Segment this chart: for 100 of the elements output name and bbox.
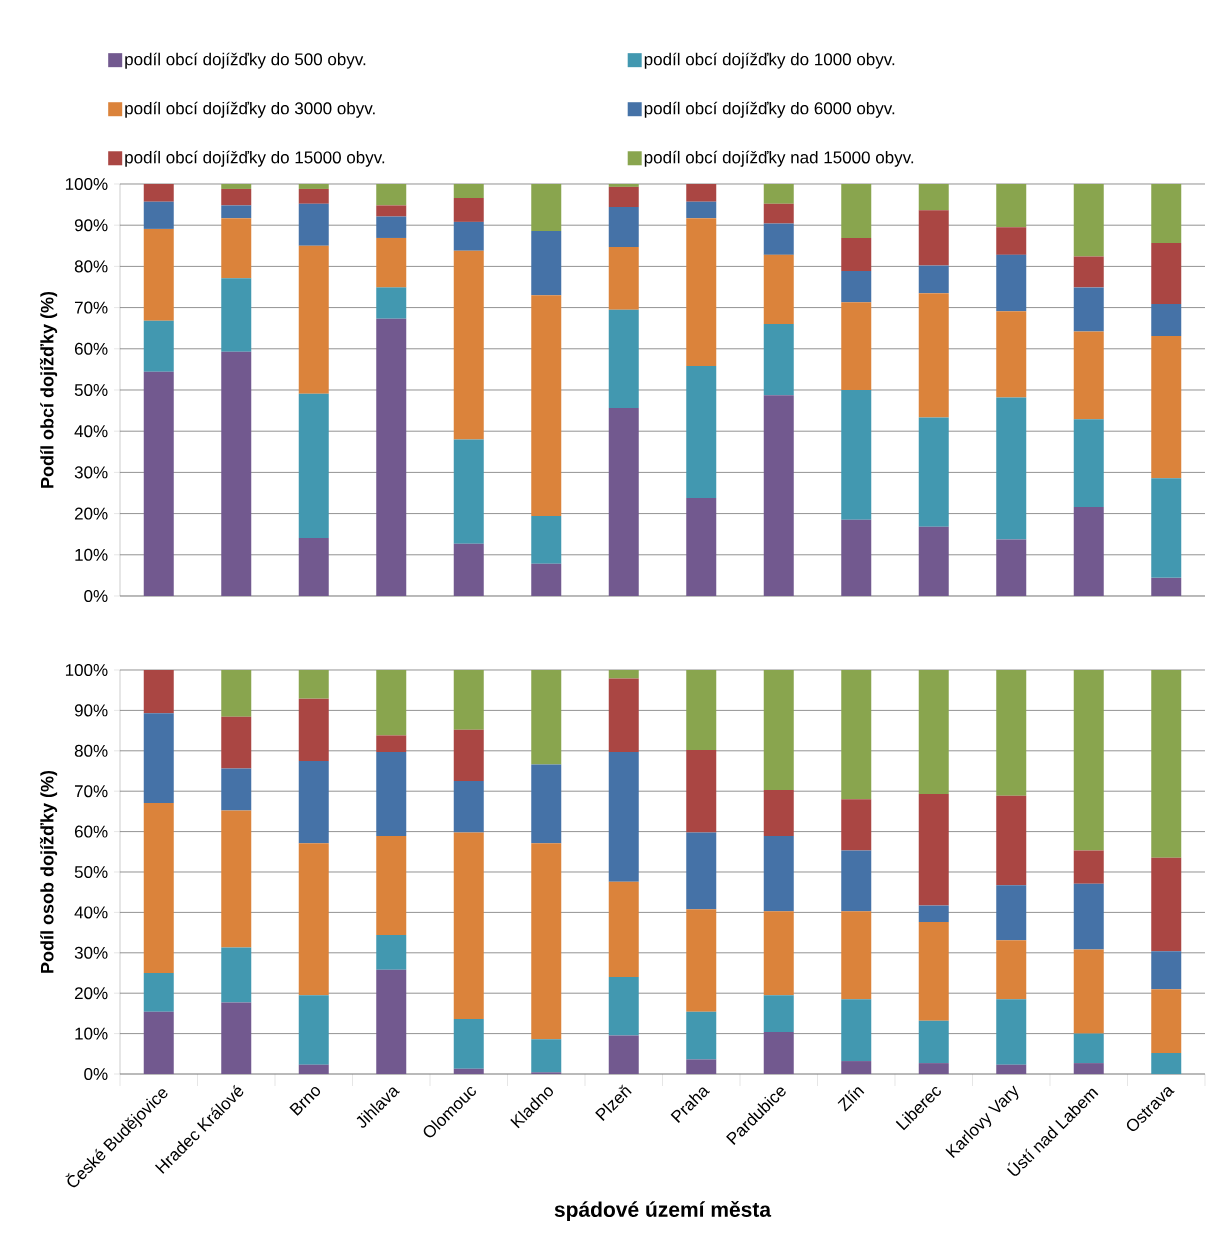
bar — [1073, 183, 1104, 257]
bar — [1073, 1033, 1104, 1064]
bar — [453, 729, 484, 782]
bar — [996, 795, 1027, 886]
bar — [221, 810, 252, 948]
bar — [996, 1064, 1027, 1074]
bar — [608, 186, 639, 208]
legend-label: podíl obcí dojížďky nad 15000 obyv. — [644, 150, 914, 167]
bar — [298, 188, 329, 204]
bar — [841, 519, 872, 596]
bar — [376, 183, 407, 206]
bar — [1151, 336, 1182, 479]
bar — [453, 781, 484, 833]
bar — [686, 183, 717, 202]
y-tick-label: 40% — [74, 906, 108, 919]
bar — [1073, 419, 1104, 507]
bar — [1151, 242, 1182, 304]
bar — [918, 526, 949, 596]
bar — [376, 752, 407, 837]
bar — [996, 940, 1027, 1000]
bar — [996, 227, 1027, 255]
bar — [996, 397, 1027, 540]
y-tick-label: 50% — [74, 865, 108, 879]
bar — [376, 205, 407, 217]
bar — [841, 270, 872, 303]
bar — [531, 230, 562, 296]
bar — [841, 911, 872, 1000]
bar — [298, 995, 329, 1065]
bar — [1073, 850, 1104, 884]
bar — [608, 309, 639, 409]
bar — [763, 670, 794, 790]
bar — [763, 254, 794, 325]
y-tick-label: 100% — [65, 177, 108, 191]
bar — [1151, 303, 1182, 337]
bar — [763, 395, 794, 596]
bar — [841, 670, 872, 800]
bar — [608, 881, 639, 978]
bar — [686, 670, 717, 750]
bar — [686, 832, 717, 910]
y-tick-label: 70% — [74, 301, 108, 314]
bar — [531, 843, 562, 1040]
bar — [1073, 670, 1104, 851]
bar — [298, 393, 329, 538]
y-axis-title: Podíl osob dojížďky (%) — [39, 770, 58, 973]
bar — [841, 850, 872, 912]
y-axis-title: Podíl obcí dojížďky (%) — [39, 291, 58, 488]
bar — [376, 735, 407, 753]
bar — [453, 198, 484, 222]
bar — [918, 794, 949, 906]
bar — [1073, 287, 1104, 332]
bar — [996, 183, 1027, 228]
bar — [608, 1035, 639, 1074]
bar — [221, 183, 252, 189]
bar — [298, 1064, 329, 1074]
bar — [608, 752, 639, 882]
bar — [918, 922, 949, 1021]
bar — [686, 201, 717, 219]
bar — [996, 539, 1027, 596]
y-tick-label: 30% — [74, 946, 108, 959]
legend-label: podíl obcí dojížďky do 15000 obyv. — [125, 150, 385, 167]
bar — [608, 678, 639, 753]
bar — [686, 218, 717, 367]
legend-label: podíl obcí dojížďky do 1000 obyv. — [644, 52, 895, 69]
bar — [453, 1068, 484, 1074]
bar — [1151, 857, 1182, 952]
bar — [376, 935, 407, 970]
y-tick-label: 90% — [74, 219, 108, 232]
bar — [996, 885, 1027, 941]
bar — [763, 223, 794, 255]
y-tick-label: 70% — [74, 785, 108, 798]
bar — [608, 670, 639, 679]
bar — [1073, 949, 1104, 1034]
bar — [841, 1061, 872, 1074]
bar — [298, 698, 329, 761]
bar — [918, 210, 949, 266]
bar — [763, 203, 794, 224]
y-tick-label: 50% — [74, 383, 108, 397]
bar — [1151, 989, 1182, 1053]
bar — [531, 670, 562, 765]
bar — [841, 389, 872, 520]
bar — [143, 201, 174, 229]
bar — [298, 670, 329, 699]
bar — [1151, 670, 1182, 858]
legend-label: podíl obcí dojížďky do 500 obyv. — [125, 52, 366, 69]
bar — [763, 324, 794, 396]
bar — [608, 408, 639, 596]
y-tick-label: 10% — [75, 548, 108, 561]
bar — [1151, 577, 1182, 596]
bar — [841, 799, 872, 851]
bar — [1073, 883, 1104, 950]
bar — [686, 909, 717, 1012]
bar — [918, 293, 949, 418]
bar — [531, 295, 562, 517]
bar — [221, 716, 252, 769]
bar — [918, 1020, 949, 1064]
bar — [143, 183, 174, 202]
bar — [298, 843, 329, 996]
bar — [143, 670, 174, 714]
bar — [221, 205, 252, 219]
bar — [376, 969, 407, 1074]
